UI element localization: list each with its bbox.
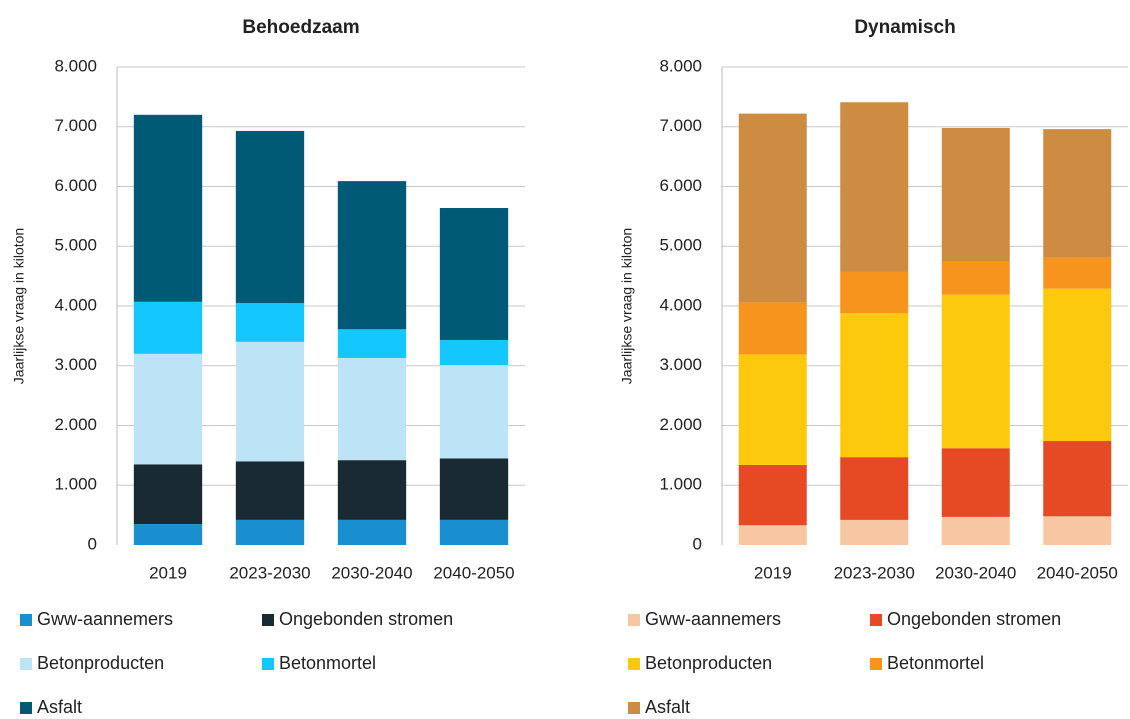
bar-segment [133, 464, 203, 525]
bar-segment [337, 329, 407, 358]
chart: Dynamisch Jaarlijkse vraag in kiloton 0 1.0… [619, 17, 1128, 717]
y-tick-label: 6.000 [659, 176, 702, 195]
y-tick-label: 1.000 [54, 475, 97, 494]
bar-segment [133, 114, 203, 302]
legend-label: Gww-aannemers [37, 609, 173, 629]
y-tick-label: 5.000 [659, 236, 702, 255]
bar-segment [235, 341, 305, 462]
x-tick-label: 2019 [754, 563, 792, 582]
legend-swatch [870, 614, 882, 626]
bar-segment [235, 519, 305, 545]
y-tick-label: 1.000 [659, 475, 702, 494]
x-tick-label: 2023-2030 [834, 563, 915, 582]
bar-segment [941, 448, 1010, 517]
bar-segment [337, 460, 407, 520]
bar-segment [738, 302, 807, 355]
legend-swatch [262, 614, 274, 626]
bar-segment [337, 357, 407, 461]
bar-segment [235, 130, 305, 304]
legend-label: Betonmortel [279, 653, 376, 673]
bar-segment [1043, 288, 1112, 442]
bar-segment [941, 294, 1010, 449]
bar-segment [439, 519, 509, 545]
y-tick-label: 4.000 [54, 295, 97, 314]
chart-title: Dynamisch [854, 17, 955, 38]
legend-label: Betonproducten [645, 653, 772, 673]
y-tick-label: 0 [693, 534, 702, 553]
bar-segment [941, 127, 1010, 262]
x-tick-label: 2040-2050 [433, 563, 514, 582]
bar-segment [439, 365, 509, 459]
bar-segment [439, 208, 509, 341]
bar-segment [738, 525, 807, 545]
x-tick-label: 2019 [149, 563, 187, 582]
legend-label: Asfalt [645, 697, 690, 717]
bar-segment [235, 461, 305, 520]
bar-segment [1043, 129, 1112, 258]
bar-segment [133, 301, 203, 354]
y-tick-label: 7.000 [54, 116, 97, 135]
bar-segment [840, 313, 909, 458]
bar-segment [840, 519, 909, 545]
bar-segment [840, 457, 909, 520]
bar-segment [738, 464, 807, 526]
bar-segment [337, 519, 407, 545]
legend-label: Gww-aannemers [645, 609, 781, 629]
chart-title: Behoedzaam [242, 17, 359, 38]
bar-segment [941, 516, 1010, 545]
legend-swatch [262, 658, 274, 670]
y-tick-label: 4.000 [659, 295, 702, 314]
y-tick-label: 7.000 [659, 116, 702, 135]
bar-segment [133, 524, 203, 545]
y-tick-label: 0 [88, 534, 97, 553]
bar-segment [439, 340, 509, 366]
legend-label: Asfalt [37, 697, 82, 717]
chart: Behoedzaam Jaarlijkse vraag in kiloton 0 1.… [11, 17, 525, 717]
legend-label: Ongebonden stromen [279, 609, 453, 629]
legend-label: Ongebonden stromen [887, 609, 1061, 629]
bar-segment [738, 354, 807, 465]
y-tick-label: 3.000 [659, 355, 702, 374]
y-tick-label: 8.000 [54, 56, 97, 75]
bar-segment [840, 102, 909, 272]
bar-segment [840, 271, 909, 314]
bar-segment [1043, 441, 1112, 517]
bar-segment [133, 353, 203, 465]
bar-segment [1043, 516, 1112, 545]
bar-segment [1043, 257, 1112, 289]
x-tick-label: 2030-2040 [935, 563, 1016, 582]
legend-swatch [628, 702, 640, 714]
bar-segment [439, 458, 509, 520]
bar-segment [235, 303, 305, 342]
legend-swatch [870, 658, 882, 670]
legend-label: Betonmortel [887, 653, 984, 673]
bar-segment [738, 113, 807, 303]
bar-segment [941, 261, 1010, 295]
y-tick-label: 8.000 [659, 56, 702, 75]
y-tick-label: 2.000 [54, 415, 97, 434]
y-tick-label: 5.000 [54, 236, 97, 255]
legend-swatch [20, 614, 32, 626]
legend-label: Betonproducten [37, 653, 164, 673]
y-tick-label: 2.000 [659, 415, 702, 434]
x-tick-label: 2040-2050 [1037, 563, 1118, 582]
y-tick-label: 3.000 [54, 355, 97, 374]
legend-swatch [20, 658, 32, 670]
x-tick-label: 2023-2030 [229, 563, 310, 582]
bar-segment [337, 181, 407, 330]
y-axis-label: Jaarlijkse vraag in kiloton [619, 228, 635, 384]
x-tick-label: 2030-2040 [331, 563, 412, 582]
legend-swatch [628, 658, 640, 670]
y-tick-label: 6.000 [54, 176, 97, 195]
y-axis-label: Jaarlijkse vraag in kiloton [11, 228, 27, 384]
legend-swatch [20, 702, 32, 714]
legend-swatch [628, 614, 640, 626]
